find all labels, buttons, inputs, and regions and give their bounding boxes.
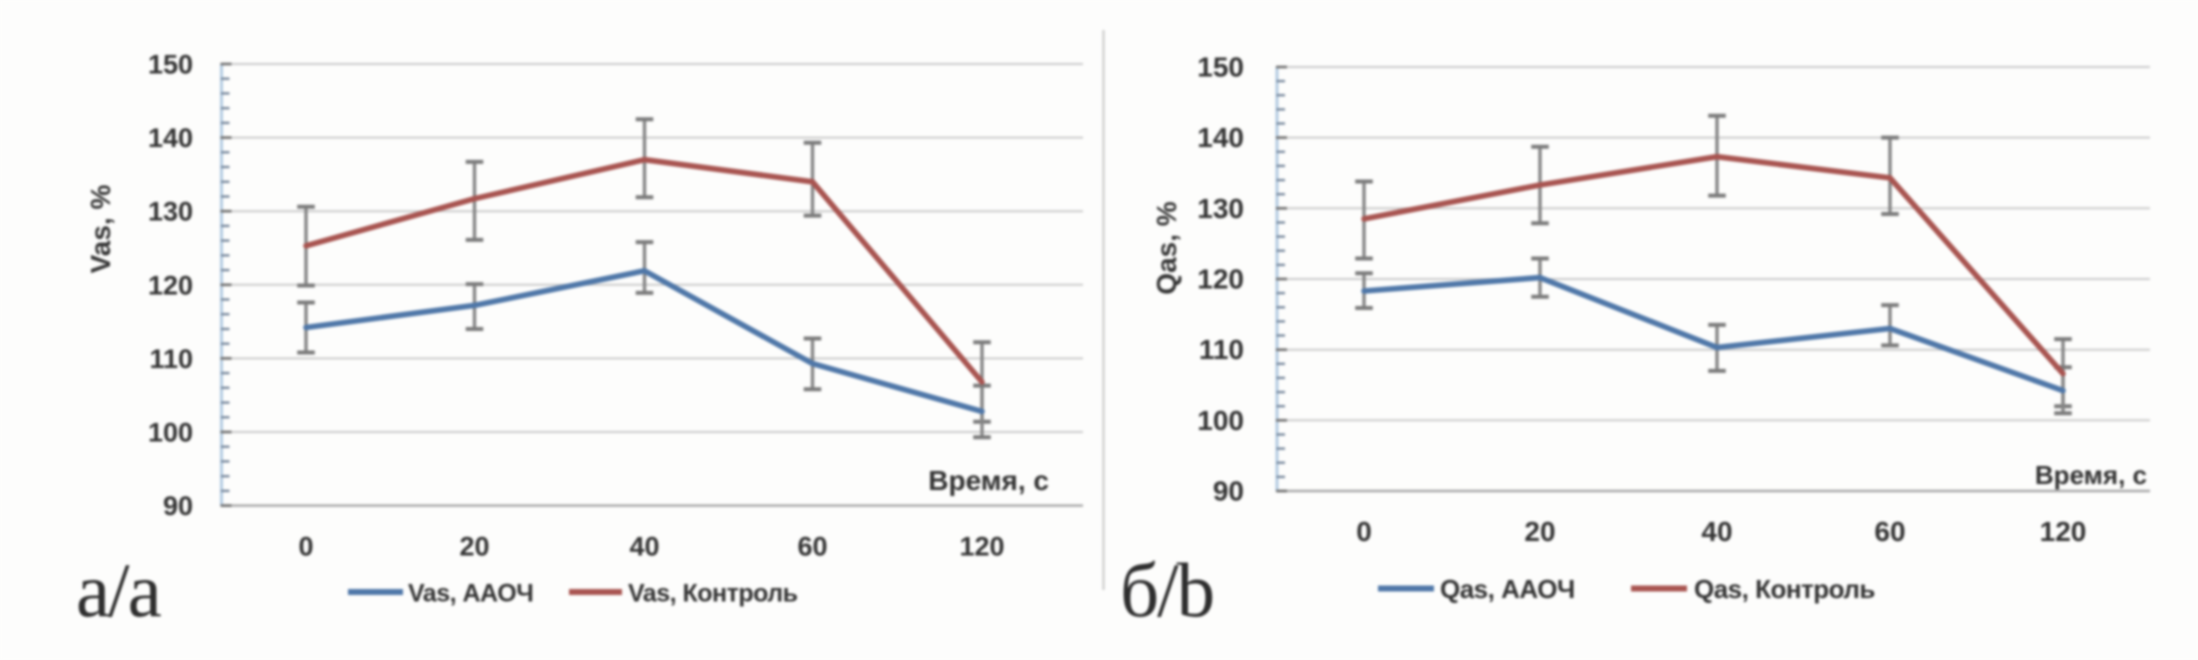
svg-text:110: 110 (1199, 334, 1244, 365)
svg-text:130: 130 (1197, 193, 1244, 224)
svg-text:40: 40 (629, 532, 659, 562)
svg-text:110: 110 (149, 344, 193, 374)
svg-text:150: 150 (1197, 52, 1244, 83)
svg-text:Qas, Контроль: Qas, Контроль (1694, 574, 1875, 604)
svg-text:Vas, %: Vas, % (85, 185, 116, 274)
svg-text:100: 100 (148, 418, 193, 448)
svg-text:40: 40 (1701, 516, 1732, 547)
svg-text:Время, с: Время, с (928, 465, 1049, 496)
svg-text:90: 90 (163, 491, 193, 521)
svg-text:120: 120 (148, 270, 193, 300)
svg-text:120: 120 (959, 532, 1004, 562)
svg-text:б/b: б/b (1120, 547, 1213, 633)
svg-text:Время, с: Время, с (2035, 460, 2147, 490)
svg-text:120: 120 (1197, 264, 1244, 295)
svg-text:Qas, ААОЧ: Qas, ААОЧ (1440, 574, 1575, 604)
svg-text:140: 140 (148, 123, 193, 153)
svg-text:20: 20 (459, 532, 489, 562)
svg-text:90: 90 (1213, 476, 1244, 507)
svg-text:100: 100 (1197, 405, 1244, 436)
svg-text:150: 150 (148, 50, 193, 80)
svg-text:60: 60 (1874, 516, 1905, 547)
svg-text:а/a: а/a (76, 547, 162, 633)
svg-text:Vas, ААОЧ: Vas, ААОЧ (408, 580, 533, 608)
svg-text:0: 0 (1356, 516, 1372, 547)
svg-text:Vas, Контроль: Vas, Контроль (628, 580, 798, 608)
svg-text:120: 120 (2040, 516, 2087, 547)
svg-text:Qas, %: Qas, % (1151, 201, 1182, 294)
svg-text:60: 60 (797, 532, 827, 562)
svg-text:0: 0 (298, 532, 313, 562)
svg-text:20: 20 (1524, 516, 1555, 547)
svg-text:130: 130 (148, 197, 193, 227)
svg-text:140: 140 (1197, 122, 1244, 153)
